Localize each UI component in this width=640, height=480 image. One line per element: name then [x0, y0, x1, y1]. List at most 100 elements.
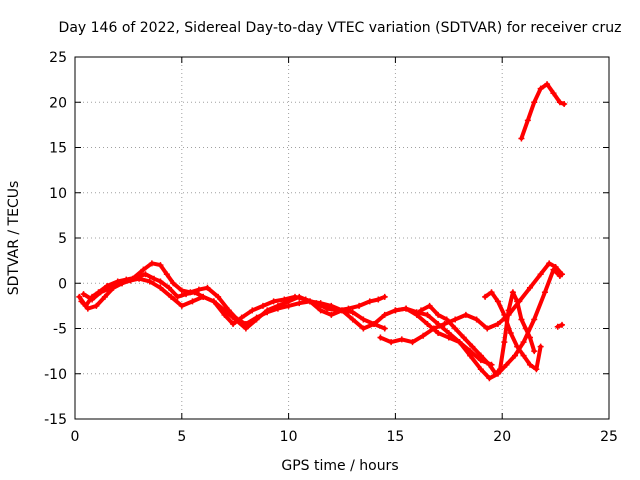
series-arc-4 — [377, 260, 566, 346]
data-point — [492, 370, 499, 377]
data-point — [328, 311, 335, 318]
data-point — [270, 298, 277, 305]
data-point — [537, 343, 544, 350]
y-tick-label: 0 — [58, 276, 67, 292]
x-tick-label: 25 — [600, 429, 618, 445]
data-point — [366, 298, 373, 305]
data-point — [317, 307, 324, 314]
data-point — [189, 298, 196, 305]
data-point — [360, 325, 367, 332]
axis-ticks: 0 5 10 15 20 25 -15 -10 -5 0 5 10 15 20 25 — [44, 50, 618, 445]
data-series — [76, 81, 568, 382]
data-point — [484, 325, 491, 332]
data-point — [435, 320, 442, 327]
data-point — [477, 352, 484, 359]
data-point — [93, 302, 100, 309]
data-point — [80, 291, 87, 298]
data-point — [249, 307, 256, 314]
data-point — [494, 298, 501, 305]
data-point — [430, 325, 437, 332]
data-point — [221, 307, 228, 314]
series-arc-5 — [392, 266, 563, 382]
data-point — [424, 320, 431, 327]
data-point — [349, 309, 356, 316]
data-point — [418, 307, 425, 314]
data-point — [460, 334, 467, 341]
data-point — [441, 320, 448, 327]
y-tick-label: 15 — [49, 141, 67, 157]
data-point — [537, 271, 544, 278]
x-tick-label: 15 — [386, 429, 404, 445]
data-point — [398, 336, 405, 343]
data-point — [97, 289, 104, 296]
data-point — [142, 271, 149, 278]
data-point — [388, 339, 395, 346]
data-point — [78, 298, 85, 305]
data-point — [339, 307, 345, 314]
data-point — [413, 309, 420, 316]
data-point — [501, 311, 508, 318]
data-point — [392, 307, 399, 314]
data-point — [371, 320, 378, 327]
series-arc-3 — [78, 275, 388, 332]
data-point — [544, 81, 551, 88]
x-axis-label: GPS time / hours — [281, 458, 398, 474]
data-point — [375, 296, 382, 303]
series-line — [378, 261, 564, 345]
data-point — [174, 293, 181, 300]
data-point — [526, 284, 533, 291]
data-point — [554, 323, 561, 330]
data-point — [204, 284, 211, 291]
data-point — [435, 330, 442, 337]
data-point — [477, 366, 484, 373]
data-point — [524, 117, 531, 124]
data-point — [146, 278, 153, 285]
data-point — [435, 311, 442, 318]
x-tick-label: 5 — [177, 429, 186, 445]
data-point — [377, 334, 384, 341]
data-point — [274, 302, 281, 309]
series-arc-7 — [482, 289, 544, 373]
x-tick-label: 20 — [493, 429, 511, 445]
data-point — [360, 316, 367, 323]
data-point — [127, 277, 134, 284]
series-line — [519, 82, 567, 141]
data-point — [420, 332, 427, 339]
data-point — [317, 300, 324, 307]
data-point — [452, 325, 459, 332]
data-point — [306, 298, 313, 305]
data-point — [136, 275, 143, 282]
series-line — [393, 267, 562, 381]
series-arc-6 — [418, 289, 538, 377]
data-point — [140, 266, 147, 273]
y-tick-label: -5 — [53, 322, 67, 338]
data-point — [494, 320, 501, 327]
data-point — [531, 348, 538, 355]
data-point — [381, 293, 388, 300]
chart-title: Day 146 of 2022, Sidereal Day-to-day VTE… — [59, 20, 622, 36]
data-point — [157, 284, 164, 291]
data-point — [148, 260, 155, 267]
data-point — [473, 316, 480, 323]
data-point — [501, 339, 508, 346]
data-point — [469, 343, 476, 350]
data-point — [503, 361, 510, 368]
data-point — [550, 90, 557, 97]
data-point — [163, 271, 170, 278]
data-point — [424, 311, 431, 318]
data-point — [230, 320, 237, 327]
data-point — [170, 280, 177, 287]
data-point — [84, 305, 91, 312]
data-point — [349, 316, 356, 323]
data-point — [514, 343, 521, 350]
data-point — [505, 307, 512, 314]
data-point — [210, 298, 217, 305]
data-point — [445, 330, 452, 337]
x-tick-label: 0 — [71, 429, 80, 445]
data-point — [556, 99, 563, 106]
y-tick-label: 5 — [58, 231, 67, 247]
data-point — [110, 284, 117, 291]
x-tick-label: 10 — [280, 429, 298, 445]
data-point — [531, 316, 538, 323]
data-point — [157, 262, 164, 269]
